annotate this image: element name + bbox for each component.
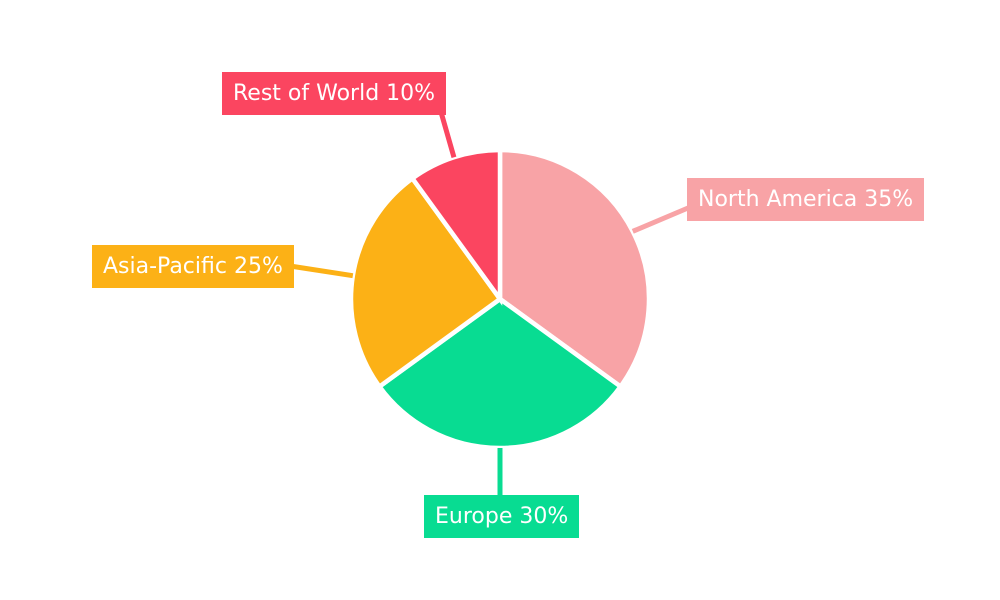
label-asia-pacific: Asia-Pacific 25% [92, 245, 294, 288]
label-north-america: North America 35% [687, 178, 925, 221]
leader-line-north-america [631, 205, 689, 234]
leader-line-rest-of-world [438, 111, 457, 158]
label-europe: Europe 30% [424, 495, 580, 538]
leader-line-asia-pacific [289, 263, 354, 279]
label-rest-of-world: Rest of World 10% [222, 72, 447, 115]
pie-slice-asia-pacific [348, 175, 504, 390]
pie-slice-europe [376, 296, 624, 451]
pie-slice-north-america [497, 147, 652, 390]
pie-slice-rest-of-world [409, 147, 503, 306]
